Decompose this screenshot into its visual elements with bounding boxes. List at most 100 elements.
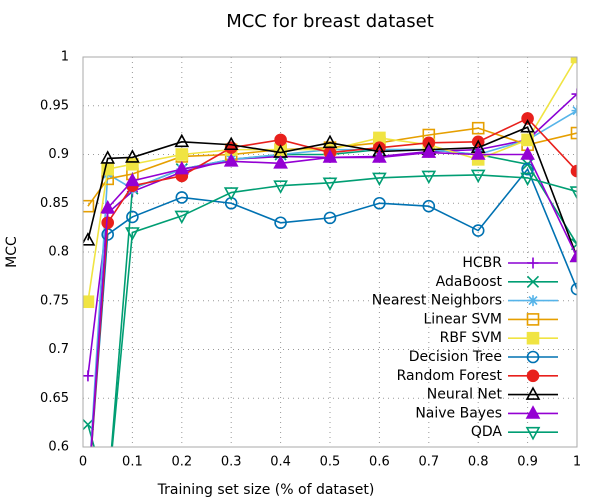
legend-label: Linear SVM xyxy=(423,311,502,327)
legend-label: QDA xyxy=(471,424,503,440)
x-tick-label: 0 xyxy=(79,455,87,470)
y-tick-label: 0.7 xyxy=(48,342,69,357)
marker xyxy=(273,155,288,169)
y-tick-label: 0.6 xyxy=(48,440,69,455)
marker xyxy=(521,162,534,176)
y-axis-label: MCC xyxy=(4,236,20,268)
marker xyxy=(525,426,541,441)
marker xyxy=(525,405,541,419)
x-tick-label: 0.3 xyxy=(221,455,242,470)
marker xyxy=(223,187,239,201)
marker xyxy=(521,112,534,125)
marker xyxy=(525,386,541,400)
y-tick-label: 0.65 xyxy=(40,391,69,406)
marker xyxy=(471,224,485,237)
marker xyxy=(223,136,239,151)
series-line xyxy=(87,127,577,207)
marker xyxy=(526,275,540,288)
marker xyxy=(82,491,94,500)
marker xyxy=(102,490,113,500)
marker xyxy=(526,313,540,326)
marker xyxy=(322,177,338,191)
marker xyxy=(470,169,486,184)
series-line xyxy=(87,148,577,447)
y-tick-label: 1 xyxy=(61,50,69,65)
series-line xyxy=(90,151,577,447)
x-tick-label: 0.5 xyxy=(320,455,341,470)
chart-title: MCC for breast dataset xyxy=(226,11,434,32)
marker xyxy=(83,370,94,382)
y-tick-label: 0.8 xyxy=(48,245,69,260)
marker xyxy=(527,295,539,307)
marker xyxy=(520,146,535,160)
x-tick-label: 0.4 xyxy=(270,455,291,470)
marker xyxy=(372,149,387,163)
x-tick-label: 0.6 xyxy=(369,455,390,470)
marker xyxy=(527,257,539,269)
x-tick-label: 0.9 xyxy=(517,455,538,470)
marker xyxy=(82,489,94,500)
marker xyxy=(569,248,577,263)
marker xyxy=(174,160,190,175)
marker xyxy=(100,150,116,164)
plot-frame xyxy=(82,56,578,448)
y-tick-label: 0.95 xyxy=(40,98,69,113)
legend-label: Random Forest xyxy=(397,368,503,384)
series-line xyxy=(90,109,577,447)
legend-label: Neural Net xyxy=(427,387,503,403)
y-tick-label: 0.85 xyxy=(40,196,69,211)
marker xyxy=(373,196,386,210)
x-tick-label: 0.2 xyxy=(171,455,192,470)
marker xyxy=(471,121,485,135)
marker xyxy=(223,153,239,167)
legend-label: AdaBoost xyxy=(436,274,503,290)
y-tick-label: 0.75 xyxy=(40,293,69,308)
marker xyxy=(126,210,139,224)
marker xyxy=(174,133,190,148)
legend-label: RBF SVM xyxy=(440,330,502,346)
x-tick-label: 0.1 xyxy=(122,455,143,470)
grid xyxy=(82,56,578,448)
x-tick-label: 0.7 xyxy=(418,455,439,470)
marker xyxy=(322,134,338,149)
marker xyxy=(274,133,287,147)
marker xyxy=(125,149,140,163)
marker xyxy=(526,369,540,383)
marker xyxy=(526,350,540,364)
marker xyxy=(569,186,577,200)
x-axis-label: Training set size (% of dataset) xyxy=(157,482,375,498)
marker xyxy=(83,199,95,213)
marker xyxy=(82,490,93,500)
marker xyxy=(520,172,535,187)
marker xyxy=(520,119,535,133)
marker xyxy=(82,490,93,500)
marker xyxy=(421,144,437,158)
marker xyxy=(102,491,114,500)
series-line xyxy=(111,174,577,447)
marker xyxy=(126,157,139,171)
marker xyxy=(322,149,338,163)
marker xyxy=(83,295,95,309)
marker xyxy=(422,199,436,213)
plot-area xyxy=(82,57,577,500)
series-line xyxy=(87,93,577,376)
legend-label: Decision Tree xyxy=(409,349,502,365)
marker xyxy=(570,126,577,140)
marker xyxy=(125,227,140,241)
marker xyxy=(274,216,287,230)
marker xyxy=(470,146,486,160)
series-line xyxy=(90,117,577,447)
marker xyxy=(421,170,437,185)
marker xyxy=(571,88,577,100)
marker xyxy=(570,282,577,296)
legend-label: Nearest Neighbors xyxy=(372,293,502,309)
x-tick-label: 0.8 xyxy=(468,455,489,470)
marker xyxy=(323,211,337,225)
legend-label: Naive Bayes xyxy=(415,405,502,421)
marker xyxy=(273,180,288,194)
marker xyxy=(372,172,387,187)
legend-label: HCBR xyxy=(462,255,502,271)
x-tick-label: 1 xyxy=(573,455,581,470)
legend: HCBR AdaBoost Nearest Neighbors Linear SVM R… xyxy=(372,255,558,441)
